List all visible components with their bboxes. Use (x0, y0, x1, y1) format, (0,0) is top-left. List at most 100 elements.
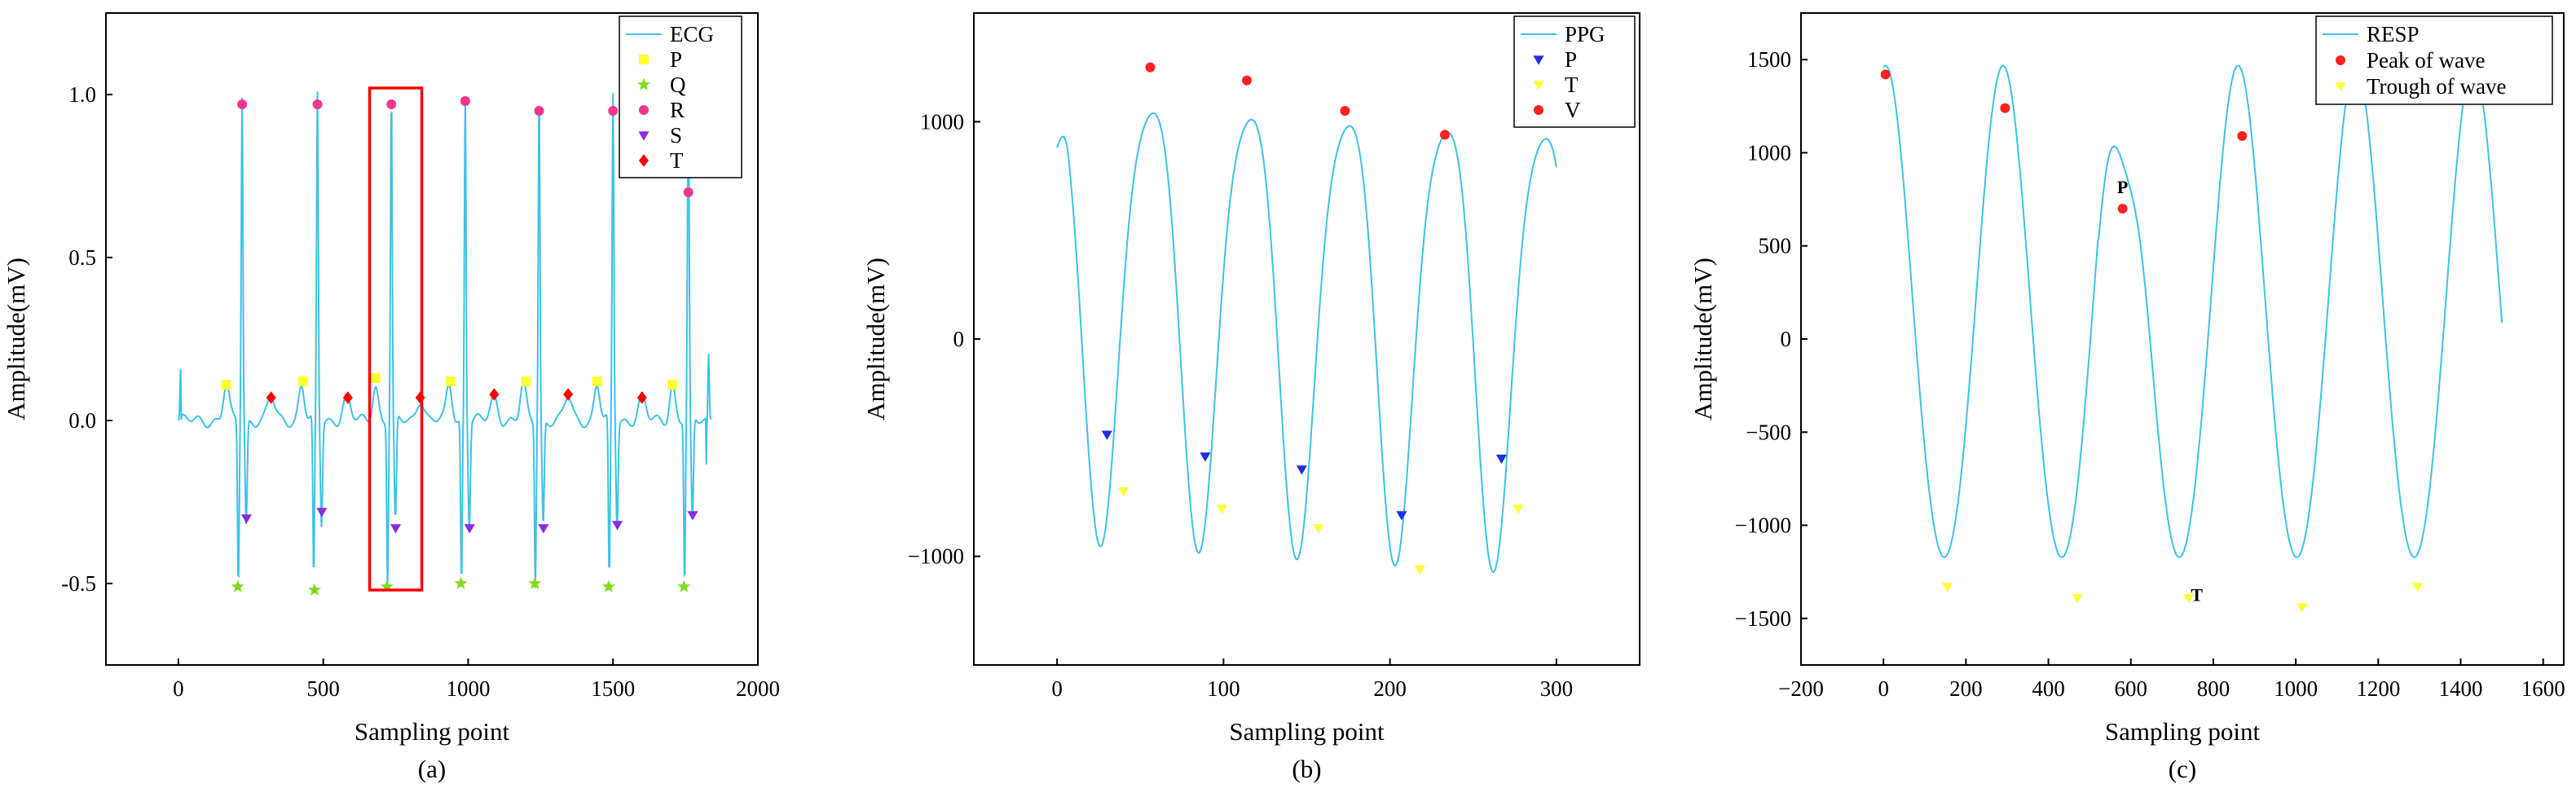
x-tick-label: 200 (1949, 676, 1983, 701)
marker-t-5 (636, 391, 647, 404)
legend-entry-t: T (1565, 73, 1579, 97)
marker-t-3 (1414, 565, 1425, 575)
chart-panel-b: 0 100 200 300 −1000 0 1000 Sampling point Amplit… (861, 12, 1640, 783)
y-axis-label: Amplitude(mV) (861, 258, 890, 421)
marker-v-0 (1145, 62, 1156, 73)
plot-frame (105, 12, 759, 666)
marker-q-2 (380, 579, 394, 592)
x-axis-label: Sampling point (1229, 717, 1385, 746)
marker-p-6 (667, 380, 678, 390)
legend-entry-ecg: ECG (670, 22, 714, 46)
x-axis-label: Sampling point (2105, 717, 2261, 746)
x-tick-label: 1000 (446, 676, 490, 701)
marker-peak-of-wave-1 (2000, 103, 2010, 113)
series-line-resp (1882, 64, 2503, 558)
annotation-0: P (2117, 177, 2128, 197)
marker-r-4 (534, 106, 544, 116)
legend-marker-swatch (1533, 55, 1544, 65)
x-tick-label: 0 (1051, 676, 1063, 701)
marker-p-4 (1495, 454, 1508, 465)
legend-marker-swatch (1533, 81, 1544, 90)
series-line-ppg (1056, 112, 1557, 574)
y-tick-label: 1.0 (68, 82, 96, 107)
marker-r-3 (460, 96, 470, 106)
x-tick-label: 300 (1540, 676, 1574, 701)
marker-t-4 (563, 388, 574, 401)
legend-marker-swatch (1534, 105, 1543, 115)
marker-v-2 (1340, 106, 1350, 116)
chart-panel-a: 0 500 1000 1500 2000 -0.5 0.0 0.5 1.0 Sampling po… (2, 12, 780, 783)
marker-peak-of-wave-2 (2117, 204, 2128, 214)
marker-q-5 (601, 579, 615, 592)
annotation-1: T (2191, 585, 2203, 605)
legend-marker-swatch (637, 77, 650, 90)
legend (2315, 15, 2553, 105)
marker-peak-of-wave-3 (2237, 130, 2248, 141)
marker-t-1 (1216, 504, 1227, 514)
legend-entry-s: S (670, 123, 682, 148)
legend-entry-t: T (670, 148, 684, 173)
panel-caption: (c) (2169, 755, 2196, 783)
y-axis-label: Amplitude(mV) (1689, 258, 1717, 421)
x-tick-label: 1200 (2356, 676, 2400, 701)
marker-s-0 (240, 514, 253, 524)
x-tick-label: 2000 (736, 676, 780, 701)
marker-s-5 (611, 521, 623, 531)
marker-p-1 (1200, 452, 1211, 462)
x-tick-label: 800 (2197, 676, 2230, 701)
marker-trough-of-wave-1 (2072, 593, 2083, 604)
marker-t-3 (489, 388, 500, 401)
marker-t-0 (1118, 487, 1129, 497)
marker-p-4 (521, 376, 531, 386)
marker-s-6 (687, 511, 698, 521)
marker-trough-of-wave-4 (2411, 583, 2423, 592)
y-tick-label: 1000 (920, 109, 964, 134)
x-tick-label: 400 (2032, 676, 2065, 701)
marker-r-6 (683, 187, 694, 197)
legend-marker-swatch (2336, 55, 2345, 65)
marker-r-2 (386, 99, 397, 109)
y-tick-label: 0.0 (68, 408, 96, 433)
marker-r-5 (608, 106, 619, 116)
legend-entry-ppg: PPG (1565, 22, 1605, 46)
chart-panel-c: P T −200 0 200 400 600 800 1000 1200 1400 1600 −1500… (1689, 12, 2565, 783)
marker-q-4 (528, 576, 542, 589)
y-axis-label: Amplitude(mV) (2, 258, 30, 421)
legend-entry-resp: RESP (2367, 22, 2420, 46)
legend-marker-swatch (639, 105, 649, 115)
marker-p-5 (592, 376, 602, 386)
y-tick-label: -0.5 (61, 571, 96, 596)
legend-marker-swatch (639, 55, 649, 64)
y-tick-label: 0 (1781, 327, 1792, 351)
panel-caption: (b) (1292, 755, 1321, 783)
marker-q-1 (308, 583, 321, 596)
legend-entry-peak-of-wave: Peak of wave (2367, 48, 2485, 73)
marker-p-0 (1101, 430, 1112, 440)
x-tick-label: 0 (173, 676, 184, 701)
marker-trough-of-wave-0 (1942, 583, 1953, 592)
panel-caption: (a) (418, 755, 446, 783)
legend-entry-q: Q (670, 73, 686, 97)
x-tick-label: 1600 (2521, 676, 2565, 701)
marker-s-2 (390, 524, 402, 534)
x-tick-label: 100 (1207, 676, 1240, 701)
marker-r-1 (312, 99, 323, 109)
marker-q-3 (454, 576, 468, 589)
marker-s-4 (538, 524, 549, 534)
marker-t-4 (1513, 504, 1524, 514)
y-tick-label: 1500 (1747, 47, 1791, 72)
marker-t-2 (1313, 524, 1324, 534)
marker-q-0 (231, 579, 244, 592)
legend-entry-r: R (670, 98, 685, 122)
y-tick-label: −1000 (908, 544, 964, 569)
y-tick-label: −1000 (1735, 513, 1791, 538)
marker-r-0 (237, 99, 248, 109)
marker-t-1 (342, 391, 353, 404)
y-tick-label: 500 (1759, 234, 1792, 258)
x-tick-label: −200 (1778, 676, 1824, 701)
legend-entry-v: V (1565, 98, 1581, 122)
marker-v-3 (1440, 130, 1451, 140)
y-tick-label: 0 (953, 327, 965, 351)
marker-p-3 (1396, 511, 1407, 521)
y-tick-label: −500 (1746, 420, 1791, 444)
